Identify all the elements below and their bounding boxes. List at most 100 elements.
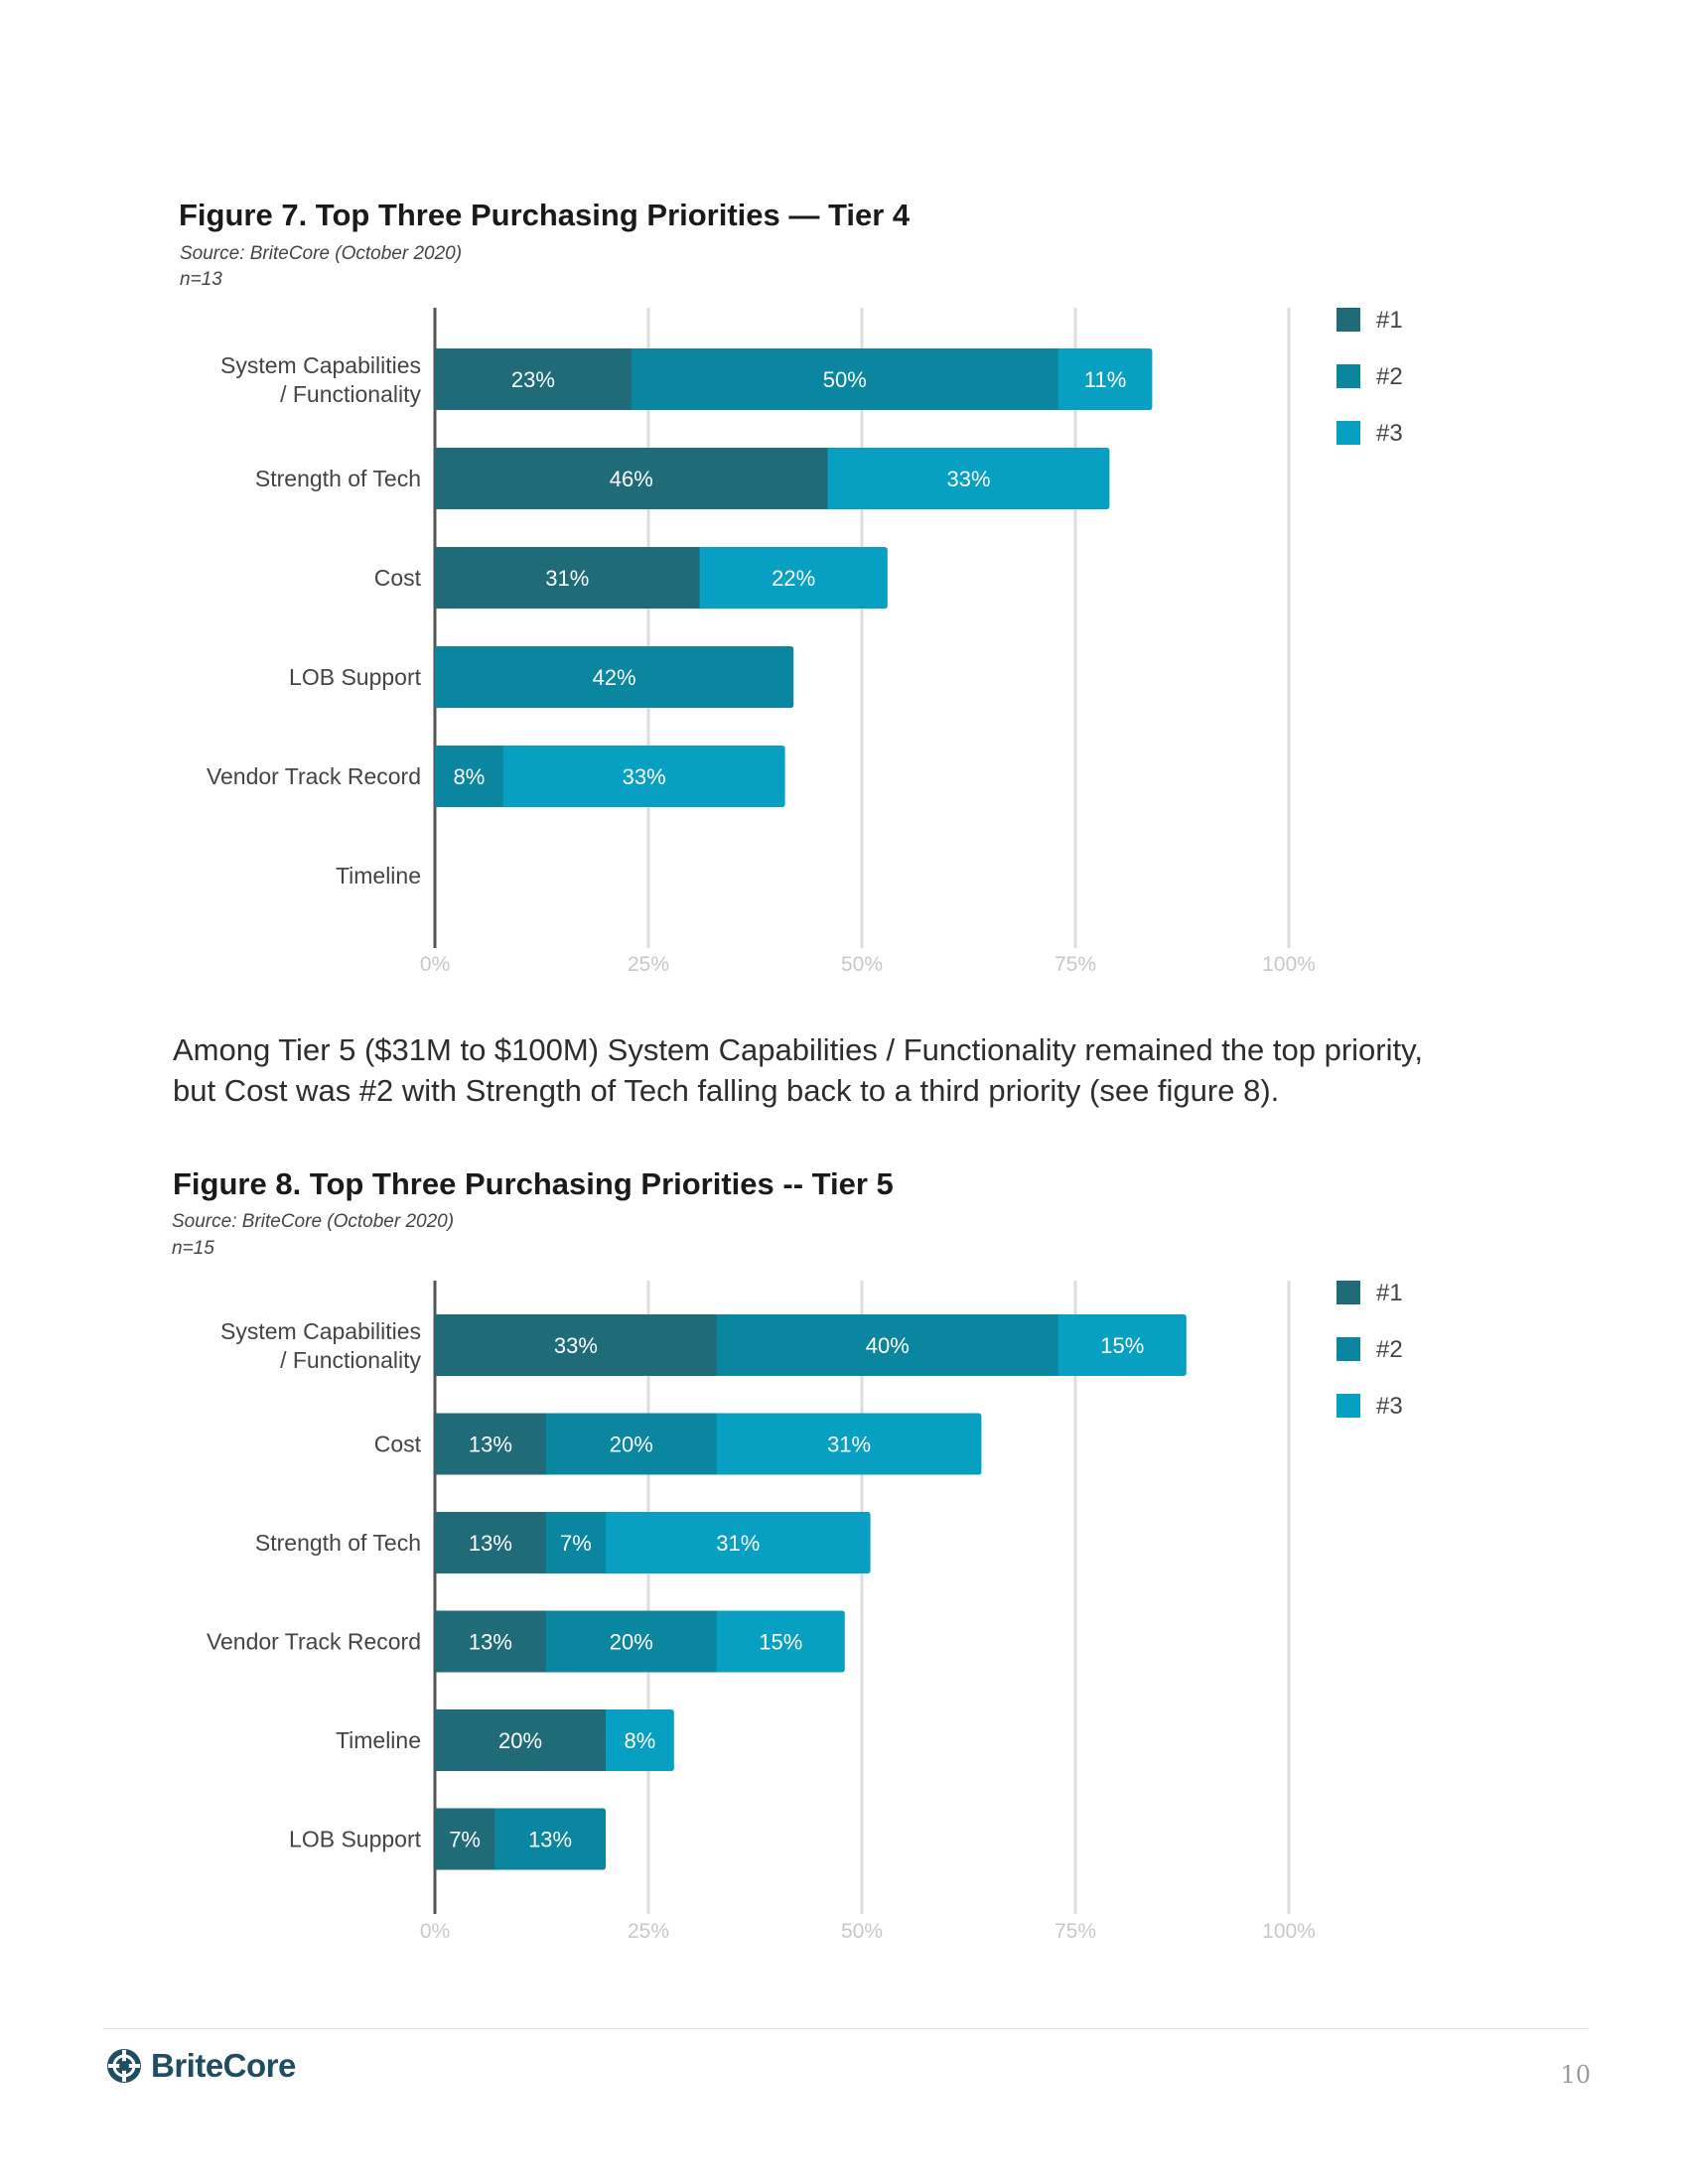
x-tick-label: 100% (1262, 1920, 1316, 1943)
data-label: 11% (1084, 367, 1126, 392)
bar-segment (435, 1314, 718, 1376)
x-tick-label: 25% (628, 953, 669, 976)
data-label: 33% (623, 764, 666, 789)
bar-segment (699, 547, 888, 609)
x-tick-label: 75% (1055, 1920, 1096, 1943)
figure-8-sample-size: n=15 (172, 1238, 214, 1259)
bar-segment (435, 348, 633, 410)
x-tick-label: 0% (420, 1920, 450, 1943)
category-label: Strength of Tech (255, 466, 421, 491)
data-label: 8% (625, 1728, 656, 1753)
bar-segment (435, 746, 504, 807)
bar-segment (716, 1610, 845, 1673)
bar-segment (716, 1413, 982, 1475)
category-label: Timeline (336, 1727, 421, 1753)
x-tick-label: 75% (1055, 953, 1096, 976)
data-label: 13% (469, 1531, 512, 1556)
category-label: LOB Support (289, 664, 422, 690)
category-label-line: System Capabilities (220, 352, 421, 378)
data-label: 33% (554, 1333, 598, 1358)
data-label: 31% (716, 1531, 760, 1556)
paragraph-line-1: Among Tier 5 ($31M to $100M) System Capa… (173, 1032, 1423, 1067)
legend-swatch (1336, 1337, 1360, 1361)
bar-segment (435, 1413, 547, 1475)
page-number: 10 (1560, 2061, 1591, 2089)
data-label: 20% (498, 1728, 542, 1753)
bar-segment (1057, 1314, 1187, 1376)
data-label: 42% (593, 665, 636, 690)
legend-swatch (1336, 421, 1360, 445)
legend-swatch (1336, 308, 1360, 332)
bar-segment (435, 646, 794, 708)
x-tick-label: 50% (841, 1920, 883, 1943)
bar-segment (827, 448, 1110, 509)
x-tick-label: 25% (628, 1920, 669, 1943)
data-label: 20% (610, 1433, 653, 1457)
bar-segment (435, 547, 701, 609)
bar-segment (1057, 348, 1153, 410)
legend-label: #1 (1376, 307, 1403, 334)
legend-label: #2 (1376, 363, 1403, 390)
bar-segment (606, 1512, 871, 1573)
category-label: Vendor Track Record (207, 1629, 421, 1655)
data-label: 40% (866, 1333, 910, 1358)
category-label: Timeline (336, 863, 421, 888)
legend-swatch (1336, 1394, 1360, 1418)
bar-segment (435, 1610, 547, 1673)
bar-segment (631, 348, 1059, 410)
x-tick-label: 50% (841, 953, 883, 976)
data-label: 15% (1100, 1333, 1144, 1358)
footer-divider (103, 2028, 1589, 2029)
bar-segment (606, 1709, 674, 1771)
legend-swatch (1336, 364, 1360, 388)
paragraph-line-2: but Cost was #2 with Strength of Tech fa… (173, 1073, 1280, 1108)
data-label: 31% (545, 566, 589, 591)
data-label: 50% (823, 367, 867, 392)
category-label: System Capabilities / Functionality (220, 1318, 421, 1373)
legend-label: #1 (1376, 1280, 1403, 1306)
data-label: 46% (610, 467, 653, 491)
bar-segment (545, 1512, 607, 1573)
category-label: Strength of Tech (255, 1530, 421, 1556)
data-label: 13% (469, 1630, 512, 1655)
figure-8-source: Source: BriteCore (October 2020) (172, 1211, 455, 1232)
category-label: LOB Support (289, 1827, 422, 1852)
data-label: 7% (449, 1828, 481, 1852)
bar-segment (435, 1512, 547, 1573)
legend-label: #3 (1376, 420, 1403, 447)
data-label: 13% (469, 1433, 512, 1457)
data-label: 23% (511, 367, 555, 392)
bar-segment (545, 1610, 718, 1673)
britecore-logo: BriteCore (105, 2047, 296, 2085)
data-label: 7% (560, 1531, 592, 1556)
bar-segment (716, 1314, 1059, 1376)
legend-swatch (1336, 1281, 1360, 1304)
bar-segment (435, 448, 829, 509)
x-tick-label: 100% (1262, 953, 1316, 976)
data-label: 8% (454, 764, 486, 789)
data-label: 33% (946, 467, 990, 491)
bar-segment (435, 1808, 495, 1870)
data-label: 20% (610, 1630, 653, 1655)
britecore-logo-icon (107, 2049, 141, 2083)
britecore-logo-text: BriteCore (151, 2047, 296, 2084)
category-label-line: / Functionality (280, 1347, 421, 1373)
figure-7-sample-size: n=13 (180, 269, 222, 290)
category-label-line: System Capabilities (220, 1318, 421, 1344)
figure-8-title: Figure 8. Top Three Purchasing Prioritie… (173, 1166, 894, 1201)
category-label: Cost (374, 565, 422, 591)
body-paragraph: Among Tier 5 ($31M to $100M) System Capa… (173, 1029, 1543, 1111)
data-label: 22% (772, 566, 815, 591)
bar-segment (494, 1808, 606, 1870)
category-label-line: / Functionality (280, 381, 421, 407)
figure-7-source: Source: BriteCore (October 2020) (180, 243, 463, 264)
category-label: Cost (374, 1432, 422, 1457)
category-label: Vendor Track Record (207, 763, 421, 789)
legend-label: #2 (1376, 1336, 1403, 1363)
data-label: 15% (759, 1630, 802, 1655)
x-tick-label: 0% (420, 953, 450, 976)
data-label: 13% (528, 1828, 572, 1852)
legend-label: #3 (1376, 1393, 1403, 1420)
